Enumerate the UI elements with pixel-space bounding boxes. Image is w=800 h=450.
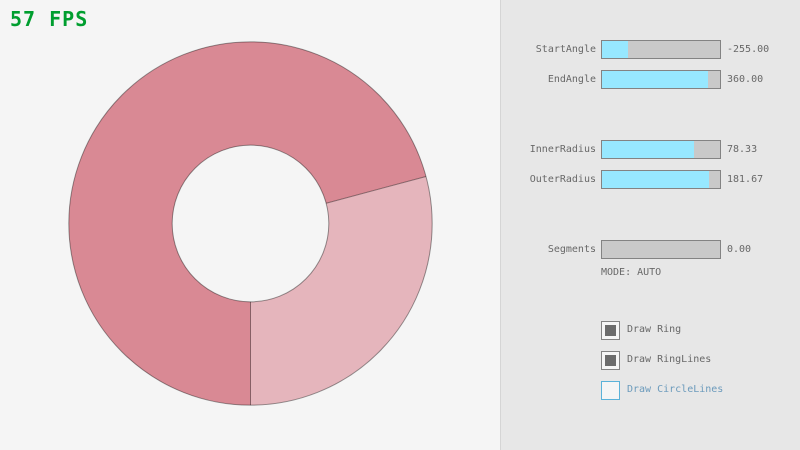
end-angle-value: 360.00 (727, 74, 764, 85)
slider-row-end-angle: EndAngle 360.00 (501, 70, 800, 90)
slider-row-outer-radius: OuterRadius 181.67 (501, 170, 800, 190)
start-angle-label: StartAngle (535, 44, 596, 55)
start-angle-slider[interactable] (601, 40, 721, 59)
inner-radius-value: 78.33 (727, 144, 758, 155)
slider-row-start-angle: StartAngle -255.00 (501, 40, 800, 60)
slider-row-inner-radius: InnerRadius 78.33 (501, 140, 800, 160)
checkbox-label: Draw Ring (627, 324, 682, 335)
checkbox-check-icon (605, 354, 616, 366)
slider-fill (602, 141, 695, 158)
segments-slider[interactable] (601, 240, 721, 259)
checkbox-draw-ring[interactable]: Draw Ring (601, 320, 681, 340)
outer-radius-slider[interactable] (601, 170, 721, 189)
slider-fill (602, 71, 709, 88)
controls-panel: StartAngle -255.00 EndAngle 360.00 Inner… (500, 0, 800, 450)
end-angle-slider[interactable] (601, 70, 721, 89)
checkbox-box[interactable] (601, 320, 620, 340)
outer-radius-label: OuterRadius (529, 174, 596, 185)
slider-row-segments: Segments 0.00 (501, 240, 800, 260)
end-angle-label: EndAngle (547, 74, 596, 85)
outer-radius-value: 181.67 (727, 174, 764, 185)
inner-radius-slider[interactable] (601, 140, 721, 159)
inner-radius-label: InnerRadius (529, 144, 596, 155)
start-angle-value: -255.00 (727, 44, 770, 55)
mode-label: MODE: AUTO (601, 267, 662, 278)
checkbox-box[interactable] (601, 380, 620, 400)
slider-fill (602, 41, 628, 58)
slider-fill (602, 171, 710, 188)
checkbox-draw-ringlines[interactable]: Draw RingLines (601, 350, 711, 370)
checkbox-draw-circlelines[interactable]: Draw CircleLines (601, 380, 723, 400)
checkbox-check-icon (605, 324, 616, 336)
segments-label: Segments (547, 244, 596, 255)
fps-counter: 57 FPS (10, 7, 89, 31)
checkbox-label: Draw CircleLines (627, 384, 724, 395)
checkbox-box[interactable] (601, 350, 620, 370)
segments-value: 0.00 (727, 244, 752, 255)
checkbox-label: Draw RingLines (627, 354, 712, 365)
